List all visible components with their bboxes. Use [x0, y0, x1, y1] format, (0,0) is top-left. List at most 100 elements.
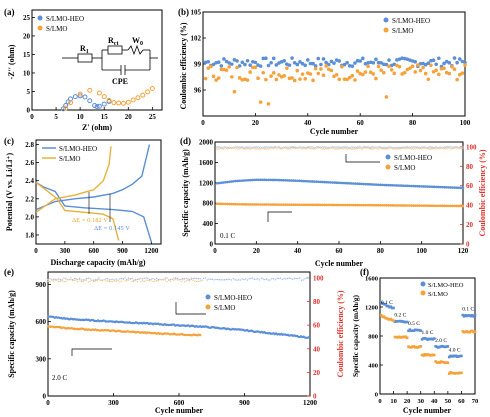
- ce-point: [206, 279, 208, 281]
- ce-point: [323, 147, 326, 150]
- data-point: [416, 204, 419, 207]
- ce-point: [208, 278, 210, 280]
- ce-point: [255, 147, 258, 150]
- data-point: [264, 77, 268, 82]
- ce-point: [161, 279, 163, 281]
- ce-point: [242, 146, 245, 149]
- data-point: [451, 204, 454, 208]
- ce-point: [236, 279, 238, 281]
- ce-point: [271, 278, 273, 280]
- ce-point: [106, 280, 109, 282]
- data-point: [381, 62, 386, 67]
- x-tick-label: 100: [460, 119, 471, 127]
- ce-point: [313, 146, 316, 149]
- ce-point: [393, 146, 396, 149]
- panel-d: (d) Specific capacity (mAh/g) Coulombic …: [180, 136, 487, 268]
- ce-point: [404, 147, 407, 150]
- data-point: [310, 180, 314, 183]
- ce-point: [92, 279, 95, 281]
- ce-point: [195, 277, 198, 280]
- data-point: [394, 319, 398, 323]
- data-point: [422, 337, 425, 340]
- data-point: [68, 100, 74, 106]
- x-tick-label: 0: [213, 247, 217, 255]
- ce-point: [283, 278, 285, 280]
- data-point: [345, 203, 349, 207]
- data-point: [391, 204, 395, 207]
- ce-point: [253, 278, 256, 281]
- ce-point: [428, 145, 431, 149]
- ce-point: [259, 147, 262, 151]
- data-point: [399, 319, 402, 323]
- data-point: [455, 77, 459, 82]
- ce-point: [148, 280, 151, 282]
- data-point: [399, 204, 403, 207]
- data-point: [277, 178, 281, 182]
- x-tick-label: 0: [30, 113, 34, 121]
- data-point: [358, 59, 363, 63]
- panel-a-legend: S/LMO-HEO S/LMO: [37, 15, 84, 33]
- data-point: [265, 203, 268, 206]
- data-point: [101, 94, 107, 100]
- ce-point: [225, 278, 228, 281]
- ce-point: [52, 278, 55, 280]
- data-point: [347, 75, 352, 80]
- data-point: [450, 355, 454, 358]
- ce-point: [85, 279, 88, 281]
- data-point: [389, 204, 392, 207]
- data-point: [345, 181, 349, 185]
- data-point: [298, 203, 302, 207]
- ce-point: [155, 279, 158, 282]
- ce-point: [63, 280, 65, 283]
- y-tick-label: 15: [23, 51, 31, 59]
- ce-point: [278, 147, 281, 150]
- data-point: [423, 336, 427, 340]
- data-point: [469, 329, 473, 333]
- ce-point: [188, 278, 191, 281]
- data-point: [376, 64, 381, 69]
- data-point: [453, 372, 456, 375]
- data-point: [368, 203, 372, 207]
- ce-point: [451, 146, 454, 149]
- ce-point: [244, 278, 247, 280]
- data-point: [298, 60, 302, 64]
- data-point: [295, 68, 300, 73]
- data-point: [442, 345, 446, 349]
- ce-point: [346, 147, 349, 150]
- charge-curve: [35, 144, 151, 211]
- data-point: [279, 203, 283, 206]
- data-point: [279, 178, 283, 182]
- ce-point: [449, 147, 452, 150]
- ce-point: [273, 146, 276, 149]
- ce-point: [306, 146, 310, 150]
- data-point: [352, 182, 355, 185]
- ce-point: [307, 277, 310, 279]
- ce-point: [173, 279, 175, 281]
- data-point: [206, 66, 211, 70]
- ce-point: [192, 279, 194, 282]
- data-point: [304, 179, 308, 183]
- panel-f-legend-heo: S/LMO-HEO: [428, 282, 464, 289]
- data-point: [355, 69, 360, 73]
- data-point: [63, 103, 69, 109]
- panel-f: (f) Specific capacity (mAh/g) Cycle numb…: [351, 267, 478, 415]
- data-point: [416, 346, 420, 349]
- data-point: [472, 315, 475, 318]
- x-tick-label: 300: [108, 399, 119, 407]
- x-tick-label: 1200: [303, 399, 318, 407]
- data-point: [460, 354, 463, 358]
- ce-point: [257, 278, 259, 280]
- ce-point: [279, 277, 282, 279]
- x-tick-label: 40: [294, 247, 302, 255]
- data-point: [140, 92, 146, 98]
- data-point: [461, 313, 465, 317]
- data-point: [461, 330, 465, 333]
- ce-point: [183, 278, 186, 280]
- y2-tick-label: 0: [313, 393, 317, 401]
- data-point: [368, 70, 373, 75]
- ce-point: [300, 146, 303, 149]
- ce-point: [77, 280, 79, 283]
- ce-point: [293, 277, 296, 279]
- data-point: [405, 336, 409, 340]
- ce-point: [71, 279, 74, 282]
